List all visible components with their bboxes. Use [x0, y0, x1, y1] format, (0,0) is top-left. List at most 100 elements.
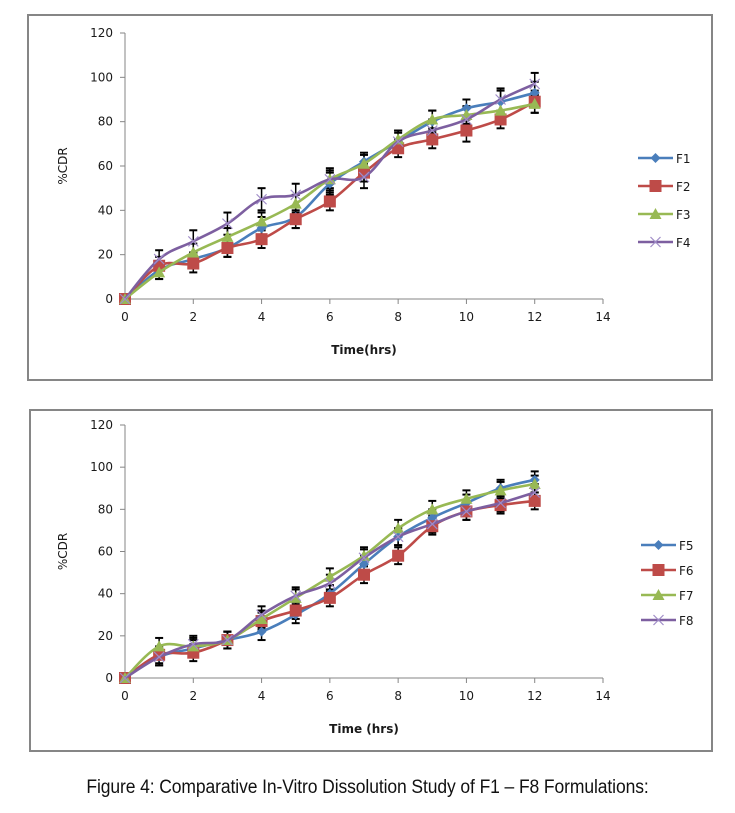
data-point-f8-stroke-b	[187, 638, 199, 650]
x-tick-label: 8	[394, 310, 402, 324]
data-point-f8-stroke-b	[461, 506, 472, 517]
data-point-f4-stroke-b	[358, 171, 370, 183]
legend-item-f4: F4	[638, 236, 691, 250]
data-point-f7	[153, 640, 166, 652]
data-point-f1	[529, 87, 540, 98]
data-point-f4	[187, 235, 199, 247]
data-point-f7	[426, 503, 439, 515]
data-point-f3	[187, 246, 200, 258]
legend-marker-f8	[653, 614, 664, 626]
x-tick-label: 10	[459, 310, 474, 324]
data-point-f7	[528, 478, 541, 490]
figure-caption: Figure 4: Comparative In-Vitro Dissoluti…	[86, 777, 649, 798]
axes: 0 20 40 60 80 100 120 0 2 4 6 8 10 12 14	[90, 418, 611, 703]
data-point-f8	[290, 590, 302, 602]
x-tick-label: 2	[189, 689, 197, 703]
data-point-f8	[324, 577, 336, 589]
data-point-f7	[323, 570, 336, 582]
data-point-f8	[529, 487, 541, 498]
y-tick-label: 60	[98, 545, 113, 559]
data-point-f4-stroke-b	[324, 173, 336, 185]
data-point-f8-stroke-b	[426, 518, 438, 530]
data-point-f6	[392, 549, 405, 562]
y-tick-label: 40	[98, 587, 113, 601]
chart-svg-f5-f8: 0 20 40 60 80 100 120 0 2 4 6 8 10 12 14 Time (hrs) %CDR…	[56, 418, 694, 736]
data-point-f4	[222, 218, 233, 230]
chart-svg-f1-f4: 0 20 40 60 80 100 120 0 2 4 6 8 10 12 14 Time(hrs) %CDR F…	[56, 26, 691, 357]
x-tick-label: 12	[527, 689, 542, 703]
y-tick-label: 120	[90, 418, 113, 432]
data-point-f7	[358, 549, 370, 561]
data-point-f2	[426, 133, 439, 146]
series-f2	[119, 95, 541, 305]
data-point-f8-stroke-b	[324, 577, 336, 589]
legend-item-f1: F1	[638, 152, 691, 166]
legend-marker-f3	[649, 208, 662, 219]
data-point-f2	[255, 233, 268, 246]
data-point-f6	[528, 494, 541, 507]
legend-label-f2: F2	[676, 180, 691, 194]
data-point-f2	[494, 113, 507, 126]
legend-item-f6: F6	[641, 564, 694, 578]
data-point-f8	[256, 609, 267, 621]
data-point-f8	[187, 638, 199, 650]
data-point-f7	[289, 591, 302, 603]
x-tick-label: 12	[527, 310, 542, 324]
data-point-f6	[358, 568, 370, 581]
legend-label-f4: F4	[676, 236, 691, 250]
legend: F5 F6 F7 F8	[641, 539, 694, 628]
data-point-f3	[358, 157, 370, 169]
legend-marker-f4-stroke-b	[650, 236, 661, 248]
data-point-f3	[494, 104, 507, 116]
data-point-f4	[529, 78, 541, 90]
data-point-f4	[495, 94, 506, 105]
data-point-f4-stroke-b	[290, 189, 302, 201]
error-bars	[155, 71, 539, 281]
x-tick-label: 14	[595, 310, 610, 324]
x-tick-label: 10	[459, 689, 474, 703]
legend-label-f1: F1	[676, 152, 691, 166]
data-point-f3	[221, 230, 234, 242]
legend-label-f8: F8	[679, 614, 694, 628]
x-tick-label: 6	[326, 310, 334, 324]
data-point-f4	[358, 171, 370, 183]
data-point-f2	[323, 195, 336, 208]
y-tick-label: 20	[98, 629, 113, 643]
error-bars	[155, 470, 539, 667]
data-point-f8-stroke-b	[358, 552, 370, 564]
series-f4	[119, 78, 541, 305]
legend: F1 F2 F3 F4	[638, 152, 691, 250]
data-point-f8-stroke-b	[222, 634, 233, 646]
data-point-f6	[323, 591, 336, 604]
data-point-f8-stroke-b	[153, 651, 165, 663]
legend-item-f7: F7	[641, 589, 694, 603]
legend-marker-f5	[653, 540, 664, 550]
x-tick-label: 4	[258, 689, 266, 703]
data-point-f3	[426, 113, 439, 125]
legend-marker-f8-stroke-b	[653, 614, 664, 626]
data-point-f2	[221, 242, 234, 255]
data-point-f4	[426, 125, 438, 136]
data-point-f8-stroke-b	[529, 487, 541, 498]
data-point-f4-stroke-b	[256, 193, 267, 205]
data-point-f8	[461, 506, 472, 517]
legend-item-f8: F8	[641, 614, 694, 628]
data-point-f8	[358, 552, 370, 564]
y-tick-label: 0	[105, 671, 113, 685]
y-axis-label: %CDR	[56, 533, 70, 570]
data-point-f2	[460, 124, 473, 137]
data-point-f2	[289, 213, 302, 226]
data-point-f4-stroke-b	[222, 218, 233, 230]
data-point-f4	[256, 193, 267, 205]
data-point-f7	[187, 640, 200, 652]
data-point-f3	[255, 215, 268, 227]
data-point-f4	[153, 253, 165, 265]
data-point-f4-stroke-b	[392, 136, 404, 148]
series-f8	[119, 487, 541, 684]
data-point-f4-stroke-b	[119, 293, 131, 305]
legend-marker-f2	[649, 180, 662, 192]
x-tick-label: 0	[121, 689, 129, 703]
y-axis-label: %CDR	[56, 147, 70, 184]
legend-label-f5: F5	[679, 539, 694, 553]
data-point-f4	[461, 114, 472, 125]
